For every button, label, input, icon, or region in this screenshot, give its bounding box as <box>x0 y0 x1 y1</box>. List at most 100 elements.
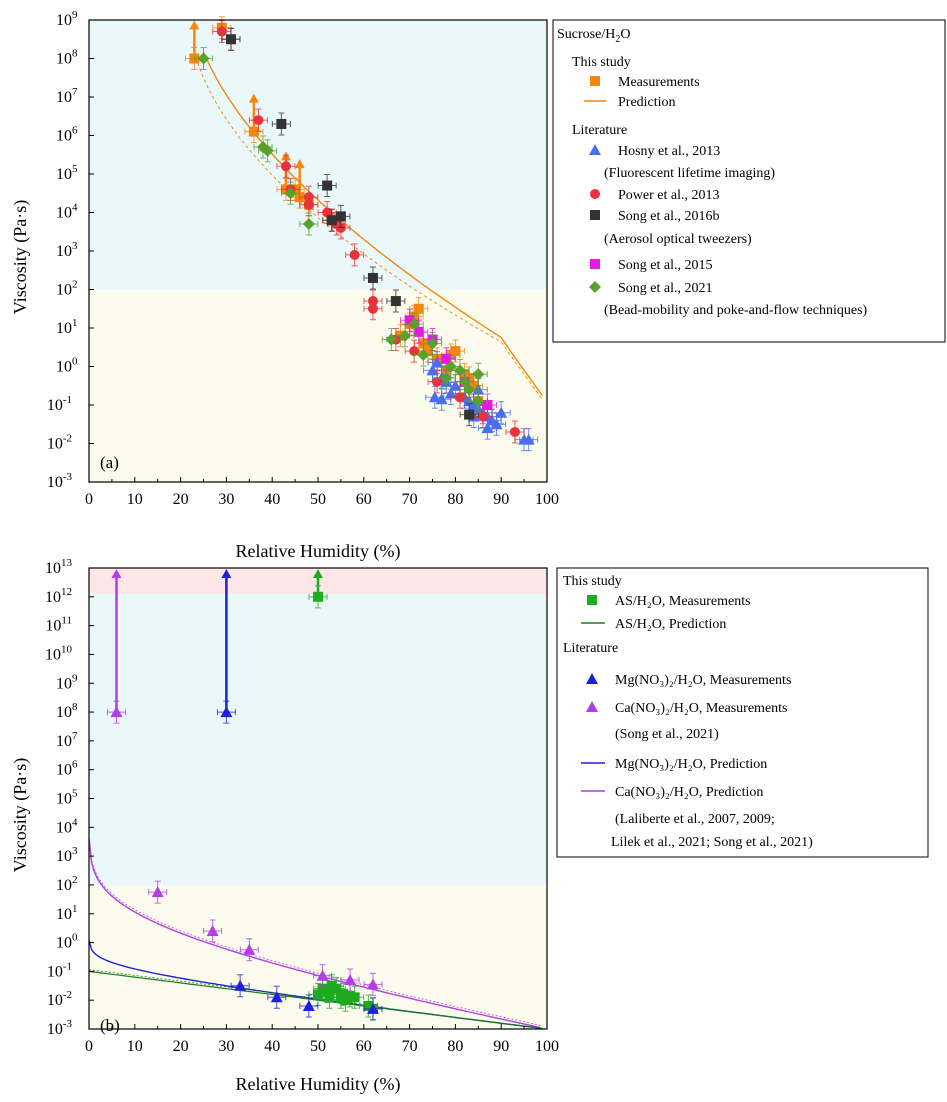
x-tick-label: 0 <box>85 491 93 508</box>
data-point <box>454 392 465 403</box>
data-point <box>404 315 415 326</box>
x-tick-label: 20 <box>173 1038 189 1055</box>
y-tick-exponent: -2 <box>63 433 72 445</box>
y-tick-label: 10-3 <box>47 471 73 491</box>
y-tick-label: 101 <box>56 317 78 337</box>
lower-limit-arrow-head <box>313 569 323 578</box>
y-tick-exponent: 0 <box>72 932 78 944</box>
y-tick-label: 107 <box>56 86 78 106</box>
legend-entry-label: Ca(NO₃)₂/H₂O, Prediction <box>615 785 763 800</box>
data-point <box>331 983 342 994</box>
panel-a-label: (a) <box>100 453 119 472</box>
y-tick-exponent: 2 <box>72 874 78 886</box>
legend-heading-literature: Literature <box>563 641 618 656</box>
prediction-upper-curve <box>202 51 543 397</box>
data-point <box>243 943 256 955</box>
y-tick-label: 104 <box>56 816 78 836</box>
y-tick-label: 109 <box>56 9 78 29</box>
legend-marker-swatch <box>590 76 600 86</box>
y-tick-label: 103 <box>56 845 78 865</box>
y-tick-exponent: 6 <box>72 759 78 771</box>
data-point <box>367 272 378 283</box>
legend-entry-label: AS/H₂O, Prediction <box>615 617 726 632</box>
y-tick-exponent: 9 <box>72 9 78 21</box>
panel-b-x-axis-title: Relative Humidity (%) <box>236 1074 401 1095</box>
y-tick-exponent: 0 <box>72 356 78 368</box>
y-tick-label: 107 <box>56 730 78 750</box>
y-tick-exponent: 8 <box>72 48 78 60</box>
data-point <box>481 422 494 434</box>
legend-frame <box>552 19 946 343</box>
panel-a: 0 10 20 30 40 50 60 70 80 90 100 10-310-210-110010… <box>10 9 946 562</box>
data-point <box>197 52 210 65</box>
legend-marker-swatch <box>590 189 600 199</box>
panel-b-y-ticks: 10-310-210-11001011021031041051061071081… <box>45 557 94 1038</box>
data-point <box>495 406 508 418</box>
y-tick-label: 105 <box>56 788 78 808</box>
y-tick-label: 10-1 <box>47 394 72 414</box>
x-tick-label: 60 <box>356 491 372 508</box>
data-point <box>444 387 457 399</box>
background-band <box>89 20 547 290</box>
legend-entry-label: Power et al., 2013 <box>618 188 719 203</box>
x-tick-label: 80 <box>447 491 463 508</box>
data-point <box>261 144 274 157</box>
panel-b-data-marks <box>106 569 383 1021</box>
data-point <box>316 969 329 981</box>
data-point <box>349 249 360 260</box>
ca-prediction-bound <box>88 837 541 1026</box>
panel-b-background-bands <box>89 568 547 1029</box>
legend-entry-label: Lilek et al., 2021; Song et al., 2021) <box>611 835 813 850</box>
y-tick-label: 101 <box>56 903 78 923</box>
x-tick-label: 40 <box>264 1038 280 1055</box>
y-tick-exponent: 4 <box>72 202 78 214</box>
data-point <box>522 433 535 445</box>
y-tick-label: 104 <box>56 202 78 222</box>
ca-prediction-curve <box>88 839 541 1029</box>
y-tick-exponent: 3 <box>72 845 78 857</box>
x-tick-label: 90 <box>493 491 509 508</box>
y-tick-label: 100 <box>56 932 78 952</box>
y-tick-exponent: -3 <box>63 471 73 483</box>
y-tick-label: 1013 <box>45 557 73 577</box>
lower-limit-arrow-head <box>248 93 259 103</box>
legend-entry-label: (Aerosol optical tweezers) <box>604 232 752 247</box>
legend-title-tail: O <box>620 27 630 42</box>
data-point <box>366 1002 379 1014</box>
legend-entry-label: Song et al., 2015 <box>618 258 713 273</box>
legend-entry-label: Prediction <box>618 95 676 110</box>
y-tick-exponent: 12 <box>61 586 72 598</box>
data-point <box>431 356 444 368</box>
x-tick-label: 100 <box>535 491 559 508</box>
x-tick-label: 30 <box>218 1038 234 1055</box>
data-point <box>463 383 476 396</box>
background-band <box>89 593 547 885</box>
data-point <box>449 379 462 391</box>
data-point <box>234 979 247 991</box>
legend-entry-label: Song et al., 2021 <box>618 281 713 296</box>
legend-heading-this-study: This study <box>563 574 622 589</box>
y-tick-label: 1012 <box>45 586 72 606</box>
legend-marker-swatch <box>589 281 601 293</box>
legend-entry-label: Ca(NO₃)₂/H₂O, Measurements <box>615 701 788 716</box>
data-point <box>302 218 315 231</box>
data-point <box>225 34 236 45</box>
panel-a-y-axis-title: Viscosity (Pa·s) <box>10 200 31 314</box>
data-point <box>435 393 448 405</box>
data-point <box>335 222 346 233</box>
legend-entry-label: AS/H₂O, Measurements <box>615 594 751 609</box>
data-point <box>422 346 433 357</box>
as-prediction-curve <box>88 970 543 1029</box>
lower-limit-arrow-head <box>221 569 232 578</box>
legend-marker-swatch <box>586 701 598 712</box>
x-tick-label: 70 <box>402 1038 418 1055</box>
data-point <box>220 706 233 718</box>
data-point <box>322 180 333 191</box>
data-point <box>450 346 461 357</box>
x-tick-label: 30 <box>218 491 234 508</box>
lower-limit-arrow-head <box>189 20 200 30</box>
y-tick-label: 10-1 <box>47 960 72 980</box>
legend-marker-swatch <box>589 144 601 155</box>
legend-heading-this-study: This study <box>572 55 631 70</box>
data-point <box>385 333 398 346</box>
